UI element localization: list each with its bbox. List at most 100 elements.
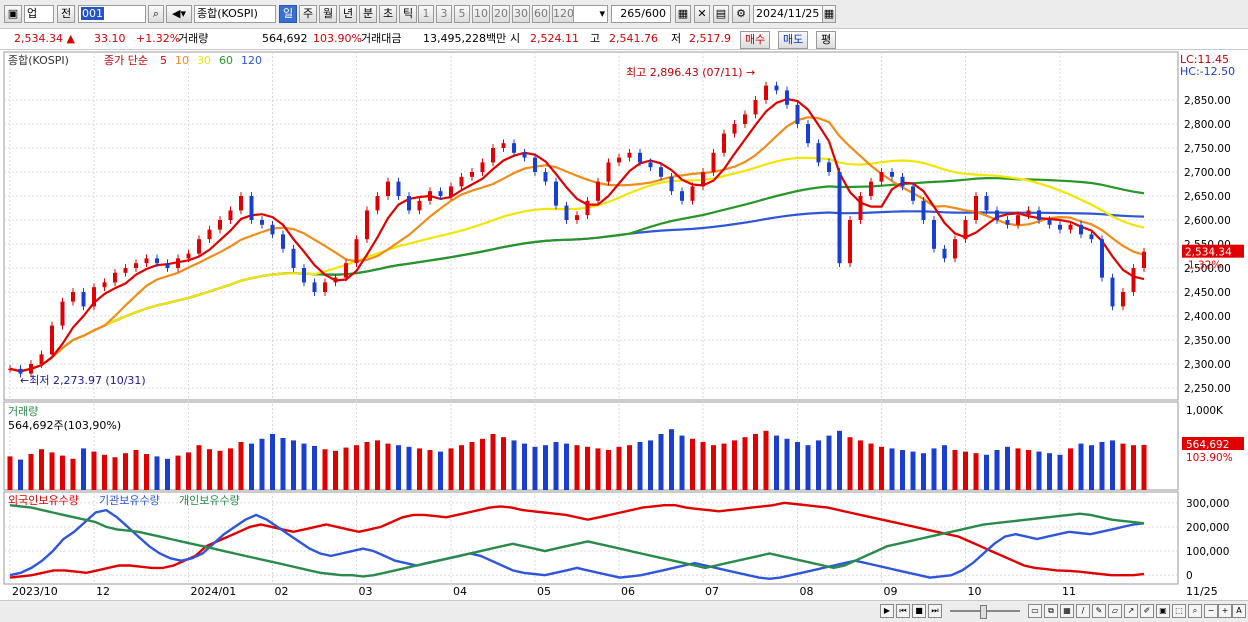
period-button-0[interactable]: 일	[279, 5, 297, 23]
volume-bar	[742, 437, 748, 490]
prev-button[interactable]: 전	[57, 5, 75, 23]
volume-bar	[438, 451, 443, 490]
candle-body	[8, 368, 12, 370]
zoom-slider-thumb[interactable]	[980, 605, 987, 619]
volume-bar	[1110, 440, 1115, 490]
trend-icon[interactable]: ↗	[1124, 604, 1138, 618]
select-icon[interactable]: ⬚	[1172, 604, 1186, 618]
period-button-2[interactable]: 월	[319, 5, 337, 23]
settings-icon[interactable]: ⚙	[732, 5, 750, 23]
candle-body	[1100, 239, 1104, 278]
date-picker-icon[interactable]: ▦	[822, 5, 836, 23]
sell-button[interactable]: 매도	[778, 31, 809, 49]
candle-body	[543, 172, 548, 182]
layout-icon[interactable]: ▭	[1028, 604, 1042, 618]
ma-line-30	[9, 156, 1145, 373]
volume-bar	[1141, 444, 1147, 490]
scroll-first-icon[interactable]: ⏮	[896, 604, 910, 618]
copy-icon[interactable]: ⧉	[1044, 604, 1058, 618]
chart-type-icon[interactable]: ▣	[4, 5, 22, 23]
volume-bar	[91, 451, 97, 490]
zoom-in-icon[interactable]: ⌕	[1188, 604, 1202, 618]
candle-body	[396, 181, 401, 196]
volume-bar	[1036, 451, 1042, 490]
interval-button-1[interactable]: 1	[418, 5, 434, 23]
x-tick-label: 02	[275, 585, 289, 598]
stop-icon[interactable]: ■	[912, 604, 926, 618]
interval-button-20[interactable]: 20	[492, 5, 510, 23]
edit-icon[interactable]: ✐	[1140, 604, 1154, 618]
period-button-5[interactable]: 초	[379, 5, 397, 23]
shape-icon[interactable]: ▱	[1108, 604, 1122, 618]
volume-bar	[648, 440, 653, 490]
candle-body	[711, 152, 716, 172]
sound-icon[interactable]: ◀▾	[166, 5, 192, 23]
volume-bar	[1068, 448, 1073, 490]
period-button-6[interactable]: 틱	[399, 5, 417, 23]
volume-bar	[364, 442, 370, 490]
search-icon[interactable]: ⌕	[148, 5, 164, 23]
save-icon[interactable]: ▤	[713, 5, 729, 23]
volume-bar	[301, 443, 307, 490]
volume-bar	[175, 455, 181, 490]
count-input[interactable]: 265/600	[611, 5, 671, 23]
image-icon[interactable]: ▣	[1156, 604, 1170, 618]
interval-button-10[interactable]: 10	[472, 5, 490, 23]
draw-icon[interactable]: ✎	[1092, 604, 1106, 618]
buy-button[interactable]: 매수	[740, 31, 771, 49]
y-tick-label: 2,650.00	[1184, 191, 1231, 203]
plus-icon[interactable]: +	[1218, 604, 1232, 618]
volume-bar	[700, 442, 706, 490]
volume-tag-bg	[1182, 437, 1244, 450]
volume-bar	[186, 452, 191, 490]
interval-button-3[interactable]: 3	[436, 5, 452, 23]
candle-body	[207, 229, 212, 240]
interval-button-120[interactable]: 120	[552, 5, 574, 23]
interval-dropdown[interactable]: ▾	[572, 5, 608, 23]
price-value: 2,534.34	[14, 32, 63, 45]
price-info-bar: 2,534.34 ▲ 33.10 +1.32% 거래량 564,692 103.…	[0, 29, 1248, 50]
volume-bar	[490, 434, 496, 490]
price-change: 33.10	[94, 32, 126, 45]
scroll-right-icon[interactable]: ▶	[880, 604, 894, 618]
volume-bar	[606, 450, 611, 490]
minus-icon[interactable]: −	[1204, 604, 1218, 618]
candle-body	[764, 85, 768, 100]
kospi-chart[interactable]: 2023/10 12 2024/01 02 03 04 05 06 07 08 09 10 11 11/2…	[0, 50, 1248, 600]
date-field[interactable]: 2024/11/25	[753, 5, 823, 23]
period-button-4[interactable]: 분	[359, 5, 377, 23]
volume-bar	[217, 450, 223, 490]
tools-icon[interactable]: ▦	[675, 5, 691, 23]
candle-body	[995, 210, 999, 220]
candle-body	[701, 172, 705, 187]
volume-bar	[595, 448, 601, 490]
market-select[interactable]: 업	[24, 5, 54, 23]
interval-button-60[interactable]: 60	[532, 5, 550, 23]
volume-bar	[1089, 445, 1094, 490]
candle-body	[1026, 210, 1031, 216]
code-input[interactable]: 001	[78, 5, 146, 23]
volume-bar	[1099, 442, 1105, 490]
high-value: 2,541.76	[609, 32, 658, 45]
candle-body	[911, 186, 915, 201]
price-pane	[3, 51, 1179, 401]
volume-bar	[501, 437, 506, 490]
scroll-last-icon[interactable]: ⏭	[928, 604, 942, 618]
period-button-1[interactable]: 주	[299, 5, 317, 23]
volume-bar	[889, 448, 895, 490]
interval-button-30[interactable]: 30	[512, 5, 530, 23]
font-icon[interactable]: A	[1232, 604, 1246, 618]
interval-button-5[interactable]: 5	[454, 5, 470, 23]
grid-icon[interactable]: ▦	[1060, 604, 1074, 618]
x-tick-label: 09	[884, 585, 898, 598]
period-button-3[interactable]: 년	[339, 5, 357, 23]
x-tick-label: 03	[359, 585, 373, 598]
ma-legend-30: 30	[197, 54, 211, 67]
candle-body	[386, 181, 390, 196]
candle-body	[638, 152, 642, 163]
eval-button[interactable]: 평	[816, 31, 837, 49]
volume-bar	[459, 445, 464, 490]
line-icon[interactable]: ∕	[1076, 604, 1090, 618]
cross-icon[interactable]: ✕	[694, 5, 710, 23]
candle-body	[144, 258, 149, 264]
